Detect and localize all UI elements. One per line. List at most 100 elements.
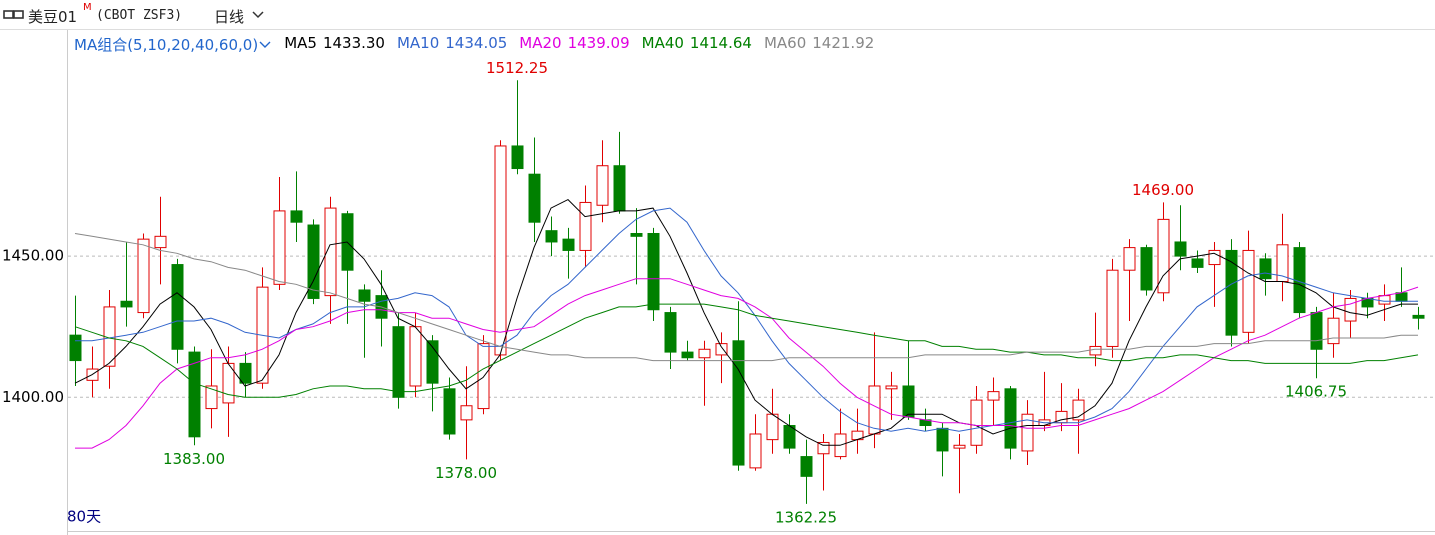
candle-body	[732, 340, 745, 466]
toolbar: 美豆01 M (CBOT ZSF3) 日线	[0, 0, 1435, 30]
ma-line	[74, 303, 1419, 398]
symbol-sup: M	[83, 2, 92, 13]
candle-body	[1123, 247, 1136, 271]
extreme-label: 1406.75	[1285, 383, 1347, 401]
candle-body	[562, 238, 575, 251]
candle-body	[273, 210, 286, 285]
extreme-label: 1378.00	[435, 464, 497, 482]
candle-body	[1072, 399, 1085, 421]
candle-body	[953, 444, 966, 449]
legend-item: MA60 1421.92	[764, 34, 874, 55]
candle-body	[1225, 249, 1238, 336]
legend-item: MA20 1439.09	[519, 34, 629, 55]
ma-line	[74, 198, 1418, 446]
candle-body	[188, 351, 201, 438]
candle-body	[1412, 314, 1425, 319]
candle-body	[817, 441, 830, 455]
candle-body	[987, 391, 1000, 401]
candle-body	[698, 348, 711, 359]
legend-value: 1414.64	[689, 34, 752, 52]
legend-name: MA40	[641, 34, 684, 52]
y-tick-label: 1450.00	[2, 247, 64, 265]
candle-body	[409, 326, 422, 387]
legend-value: 1439.09	[567, 34, 630, 52]
candle-body	[647, 232, 660, 311]
candle-body	[1191, 258, 1204, 268]
candle-body	[630, 232, 643, 237]
legend-value: 1433.30	[322, 34, 385, 52]
candle-body	[494, 145, 507, 356]
ma-line	[74, 233, 1418, 362]
code: (CBOT ZSF3)	[96, 8, 183, 23]
extreme-label: 1383.00	[163, 450, 225, 468]
candle-body	[1021, 413, 1034, 452]
candle-body	[324, 207, 337, 297]
candle-body	[749, 433, 762, 469]
candle-body	[681, 351, 694, 359]
extreme-label: 1362.25	[775, 508, 837, 526]
candle-body	[426, 340, 439, 384]
candle-body	[545, 230, 558, 243]
candle-body	[1089, 345, 1102, 356]
legend: MA组合(5,10,20,40,60,0) MA5 1433.30 MA10 1434…	[74, 34, 874, 55]
candle-body	[1157, 218, 1170, 294]
legend-item: MA40 1414.64	[642, 34, 752, 55]
candle-body	[885, 385, 898, 390]
candle-body	[392, 326, 405, 398]
legend-name: MA20	[519, 34, 562, 52]
candle-body	[1327, 317, 1340, 345]
legend-arrow	[259, 41, 271, 48]
candle-body	[1140, 247, 1153, 291]
candle-body	[664, 312, 677, 353]
candle-body	[1208, 249, 1221, 266]
legend-name: MA10	[396, 34, 440, 52]
candle-body	[528, 173, 541, 223]
legend-item: MA5 1433.30	[284, 34, 385, 55]
extreme-label: 1512.25	[486, 59, 548, 77]
candle-body	[1310, 312, 1323, 350]
candle-body	[511, 145, 524, 170]
legend-title-text: MA组合(5,10,20,40,60,0)	[74, 36, 259, 54]
candle-body	[205, 385, 218, 410]
candle-body	[443, 388, 456, 435]
dropdown-arrow[interactable]	[251, 0, 265, 30]
candle-body	[171, 264, 184, 350]
candle-body	[902, 385, 915, 418]
symbol[interactable]: 美豆01	[28, 8, 78, 26]
legend-name: MA60	[763, 34, 807, 52]
extreme-label: 1469.00	[1132, 181, 1194, 199]
candle-body	[358, 289, 371, 302]
ma-line	[75, 278, 1419, 449]
candle-body	[1004, 388, 1017, 449]
candle-body	[1106, 269, 1119, 347]
link-icon	[3, 10, 24, 19]
candle-body	[1344, 297, 1357, 322]
candle-body	[936, 427, 949, 452]
candle-body	[290, 210, 303, 223]
candle-body	[239, 362, 252, 384]
candle-body	[596, 165, 609, 206]
candle-body	[613, 165, 626, 212]
legend-value: 1421.92	[812, 34, 875, 52]
candle-body	[120, 300, 133, 308]
legend-value: 1434.05	[445, 34, 508, 52]
candle-body	[1174, 241, 1187, 257]
candle-body	[1259, 258, 1272, 280]
legend-title[interactable]: MA组合(5,10,20,40,60,0)	[74, 34, 272, 55]
candle-body	[715, 343, 728, 356]
candle-body	[154, 235, 167, 249]
candle-body	[766, 413, 779, 441]
period[interactable]: 日线	[214, 8, 245, 26]
candle-body	[460, 405, 473, 421]
candle-body	[579, 201, 592, 251]
days-label: 80天	[67, 508, 101, 526]
candle-body	[137, 238, 150, 314]
candle-body	[1395, 292, 1408, 302]
y-tick-label: 1400.00	[2, 388, 64, 406]
candle-body	[970, 399, 983, 446]
candle-body	[69, 334, 82, 362]
candle-body	[800, 456, 813, 477]
candle-body	[1378, 295, 1391, 305]
